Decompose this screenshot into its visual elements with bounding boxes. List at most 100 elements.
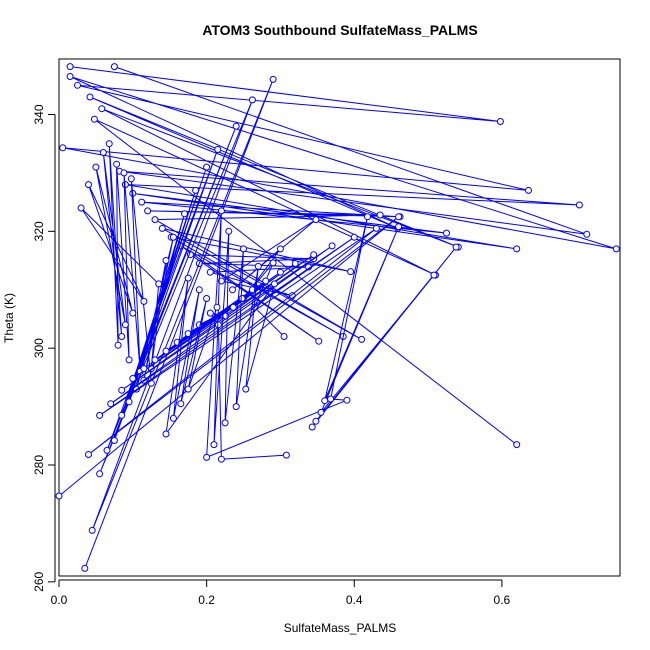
data-point — [125, 398, 133, 406]
data-point — [203, 163, 211, 171]
y-tick-label: 260 — [32, 572, 46, 592]
data-point — [107, 400, 115, 408]
data-point — [162, 430, 170, 438]
y-axis: 260 280 300 320 340 — [32, 104, 56, 592]
data-point — [315, 337, 323, 345]
data-point — [321, 397, 329, 405]
data-point — [269, 259, 277, 267]
data-point — [232, 403, 240, 411]
data-point — [317, 408, 325, 416]
data-point — [240, 245, 247, 253]
data-point — [430, 271, 438, 279]
data-point — [206, 309, 214, 317]
data-point — [496, 118, 504, 125]
y-axis-label: Theta (K) — [2, 293, 16, 343]
data-point — [74, 81, 81, 89]
data-point — [55, 492, 63, 500]
data-point — [376, 211, 384, 219]
data-point — [120, 169, 128, 177]
chart-title: ATOM3 Southbound SulfateMass_PALMS — [202, 22, 477, 38]
data-point — [222, 312, 230, 320]
data-point — [229, 303, 237, 311]
data-point — [213, 303, 221, 311]
data-point — [358, 335, 366, 343]
data-point — [291, 260, 299, 267]
y-tick-label: 320 — [32, 221, 46, 241]
data-point — [85, 451, 92, 458]
data-point — [81, 564, 89, 572]
plot-frame — [58, 58, 621, 577]
data-point — [184, 385, 192, 393]
data-point — [140, 365, 148, 373]
data-point — [169, 414, 177, 422]
data-point — [86, 93, 94, 101]
data-point — [308, 423, 316, 431]
data-point — [328, 242, 336, 250]
data-point — [372, 224, 380, 232]
data-point — [452, 243, 460, 251]
y-tick-label: 340 — [32, 104, 46, 124]
data-point — [217, 455, 225, 463]
data-point — [206, 268, 214, 276]
y-tick-label: 300 — [32, 338, 46, 358]
data-point — [144, 207, 152, 215]
data-point — [221, 419, 229, 427]
data-point — [347, 268, 355, 276]
data-point — [254, 262, 262, 270]
data-point — [66, 63, 74, 71]
data-point — [181, 210, 188, 218]
data-point — [59, 144, 67, 152]
data-point — [203, 295, 211, 302]
y-tick-label: 280 — [32, 455, 46, 475]
data-point — [276, 268, 284, 276]
data-point — [110, 437, 118, 444]
data-point — [217, 207, 225, 215]
data-point — [169, 233, 177, 241]
data-point — [192, 186, 200, 194]
data-point — [66, 73, 74, 80]
data-point — [312, 216, 320, 224]
x-axis: 0.0 0.2 0.4 0.6 — [51, 579, 511, 607]
data-point — [343, 396, 351, 404]
data-point — [118, 411, 126, 419]
data-point — [513, 441, 521, 449]
data-point — [98, 105, 106, 113]
data-point — [276, 245, 284, 253]
data-point — [583, 230, 591, 238]
data-point — [327, 395, 335, 403]
data-point — [203, 453, 211, 461]
data-point — [269, 75, 277, 83]
data-point — [280, 333, 288, 340]
data-point — [177, 400, 185, 408]
series-line — [165, 210, 457, 459]
data-point — [140, 297, 148, 305]
data-point — [92, 163, 100, 171]
data-point — [443, 229, 450, 237]
data-point — [96, 470, 104, 478]
data-point — [575, 201, 583, 209]
x-tick-label: 0.6 — [494, 593, 511, 607]
data-point — [88, 526, 96, 534]
data-point — [282, 451, 290, 459]
data-point — [271, 280, 278, 288]
data-point — [113, 160, 121, 168]
data-point — [217, 277, 225, 285]
data-point — [151, 216, 159, 224]
data-point — [114, 341, 122, 349]
data-point — [155, 280, 163, 288]
data-point — [162, 347, 170, 355]
data-point — [525, 186, 532, 194]
data-point — [238, 295, 246, 302]
data-point — [121, 321, 129, 329]
data-point — [118, 386, 126, 394]
data-point — [103, 446, 111, 454]
data-point — [118, 333, 126, 340]
data-point — [513, 245, 521, 253]
data-point — [90, 115, 98, 123]
data-point — [395, 223, 403, 231]
x-axis-label: SulfateMass_PALMS — [284, 621, 397, 635]
data-point — [125, 356, 133, 364]
x-tick-label: 0.4 — [346, 593, 363, 607]
